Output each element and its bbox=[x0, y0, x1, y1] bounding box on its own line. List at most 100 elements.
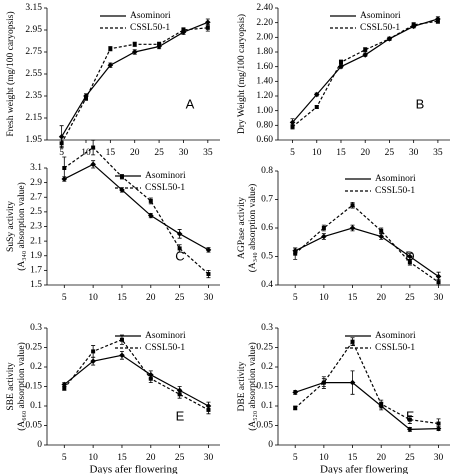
point bbox=[119, 352, 125, 359]
x-tick-label: 5 bbox=[62, 453, 67, 463]
y-tick-label: 1.00 bbox=[256, 106, 273, 116]
point bbox=[321, 233, 327, 240]
y-tick-label: 0.1 bbox=[30, 401, 42, 411]
y-tick-label: 0.6 bbox=[261, 223, 273, 233]
point bbox=[177, 246, 182, 251]
y-tick-label: 2.55 bbox=[25, 69, 42, 79]
point bbox=[293, 405, 298, 410]
legend-label: Asominori bbox=[130, 11, 171, 21]
point bbox=[407, 417, 412, 422]
point bbox=[108, 46, 113, 51]
point bbox=[321, 380, 326, 385]
x-tick-label: 5 bbox=[293, 453, 298, 463]
y-axis-title: (A₃₄₀ absorption value) bbox=[247, 184, 258, 273]
x-tick-label: 10 bbox=[319, 293, 329, 303]
y-tick-label: 0.1 bbox=[261, 401, 273, 411]
y-tick-label: 0.5 bbox=[261, 252, 273, 262]
point bbox=[338, 63, 344, 70]
point bbox=[62, 386, 67, 391]
panel: 0 0.05 0.1 0.15 0.2 0.25 0.3 5 10 15 20 25 30 SBE act… bbox=[6, 323, 220, 474]
point bbox=[350, 339, 355, 344]
x-tick-label: 5 bbox=[293, 293, 298, 303]
x-tick-label: 15 bbox=[117, 453, 127, 463]
point bbox=[387, 36, 392, 41]
panel: 1.5 1.7 1.9 2.1 2.3 2.5 2.7 2.9 3.1 5 10 15 20 25 30 Su… bbox=[6, 139, 220, 303]
y-axis-title: SuSy activity bbox=[6, 201, 16, 252]
point bbox=[91, 349, 96, 354]
y-tick-label: 0.3 bbox=[261, 323, 273, 333]
panel-label: B bbox=[416, 96, 425, 111]
y-axis-title: (A₅₂₀ absorption value) bbox=[247, 342, 258, 431]
point bbox=[379, 228, 384, 233]
y-tick-label: 0.05 bbox=[256, 421, 273, 431]
x-tick-label: 30 bbox=[434, 293, 444, 303]
y-tick-label: 1.95 bbox=[25, 135, 42, 145]
panel: 0 0.05 0.1 0.15 0.2 0.25 0.3 5 10 15 20 25 30 DBE act… bbox=[237, 323, 450, 474]
point bbox=[379, 402, 384, 407]
legend-label: CSSL50-1 bbox=[130, 23, 170, 33]
point bbox=[132, 42, 137, 47]
y-axis-title: (A₃₄₀ absorption value) bbox=[16, 182, 27, 271]
x-tick-label: 10 bbox=[88, 453, 98, 463]
legend-label: CSSL50-1 bbox=[360, 23, 400, 33]
y-tick-label: 0 bbox=[37, 440, 42, 450]
x-tick-label: 25 bbox=[385, 148, 395, 158]
legend-label: Asominori bbox=[145, 171, 186, 181]
y-axis-title: Fresh weight (mg/100 caryopsis) bbox=[5, 11, 16, 136]
y-axis-title: (A₆₆₀ absorption value) bbox=[16, 342, 27, 431]
legend-label: Asominori bbox=[375, 174, 416, 184]
point bbox=[407, 426, 413, 433]
point bbox=[293, 251, 298, 256]
x-tick-label: 25 bbox=[405, 453, 415, 463]
x-tick-label: 30 bbox=[204, 293, 214, 303]
y-tick-label: 1.9 bbox=[30, 251, 42, 261]
series-line bbox=[63, 146, 209, 275]
x-tick-label: 5 bbox=[59, 148, 64, 158]
x-tick-label: 20 bbox=[376, 453, 386, 463]
x-tick-label: 25 bbox=[175, 453, 185, 463]
point bbox=[350, 203, 355, 208]
y-tick-label: 2.15 bbox=[25, 113, 42, 123]
point bbox=[61, 381, 68, 388]
panel-label: A bbox=[186, 96, 195, 111]
y-tick-label: 0.05 bbox=[25, 421, 42, 431]
legend-label: Asominori bbox=[375, 331, 416, 341]
legend-label: CSSL50-1 bbox=[145, 183, 185, 193]
x-tick-label: 5 bbox=[290, 148, 295, 158]
y-tick-label: 1.7 bbox=[30, 266, 42, 276]
point bbox=[206, 272, 211, 277]
y-tick-label: 2.9 bbox=[30, 178, 42, 188]
y-axis-title: DBE activity bbox=[237, 361, 247, 411]
series-line bbox=[294, 204, 439, 283]
x-tick-label: 20 bbox=[360, 148, 370, 158]
x-tick-label: 15 bbox=[106, 148, 116, 158]
point bbox=[411, 22, 416, 27]
panel: 0.60 0.80 1.00 1.20 1.40 1.60 1.80 2.00 2.20 2.40… bbox=[236, 3, 450, 158]
y-tick-label: 3.1 bbox=[30, 163, 42, 173]
x-tick-label: 35 bbox=[203, 148, 213, 158]
point bbox=[148, 198, 153, 203]
point bbox=[90, 358, 96, 364]
y-axis-title: Dry Weight (mg/100 caryopsis) bbox=[236, 14, 247, 134]
y-tick-label: 1.60 bbox=[256, 62, 273, 72]
x-tick-label: 15 bbox=[117, 293, 127, 303]
point bbox=[148, 376, 153, 381]
x-tick-label: 15 bbox=[348, 453, 358, 463]
y-tick-label: 0.7 bbox=[261, 195, 273, 205]
point bbox=[58, 133, 65, 140]
x-tick-label: 15 bbox=[348, 293, 358, 303]
point bbox=[181, 28, 186, 32]
y-tick-label: 2.40 bbox=[256, 3, 273, 13]
point bbox=[62, 166, 67, 170]
x-tick-label: 10 bbox=[312, 148, 322, 158]
point bbox=[83, 96, 88, 101]
y-tick-label: 1.5 bbox=[30, 280, 42, 290]
x-tick-label: 30 bbox=[434, 453, 444, 463]
point bbox=[119, 174, 124, 179]
x-tick-label: 25 bbox=[175, 293, 185, 303]
point bbox=[59, 141, 64, 146]
point bbox=[290, 124, 295, 129]
y-axis-title: SBE activity bbox=[6, 362, 16, 411]
point bbox=[205, 25, 210, 30]
